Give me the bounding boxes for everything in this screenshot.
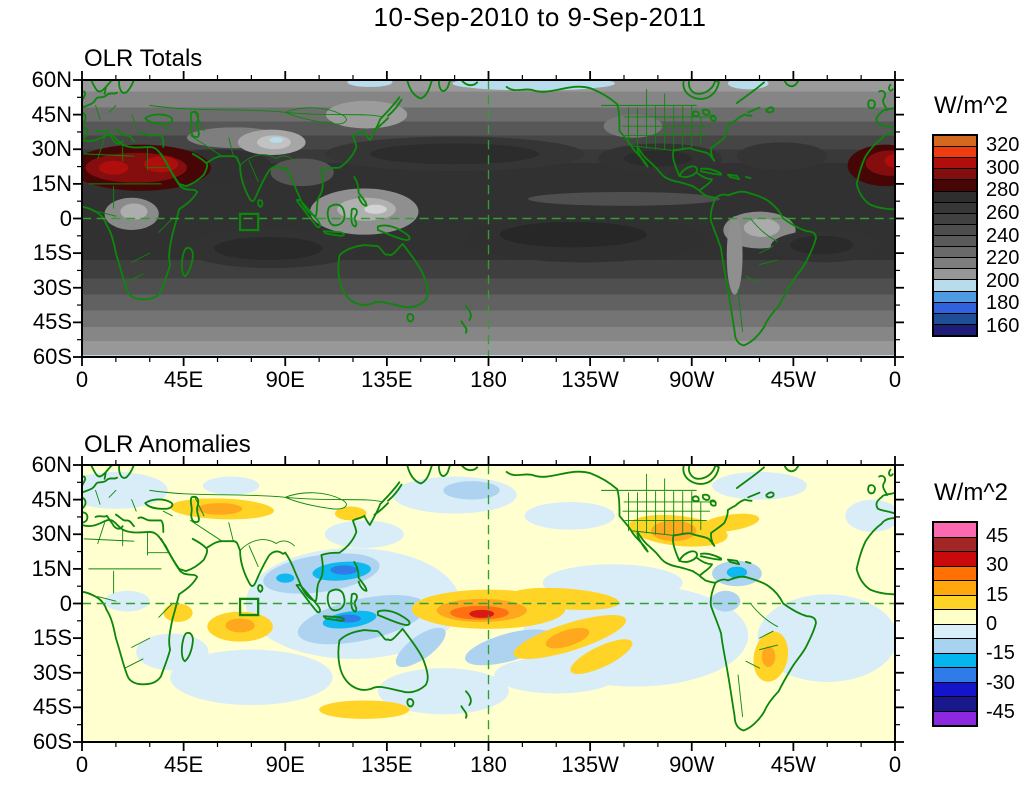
- colorbar-segment: [934, 146, 976, 158]
- colorbar-segment: [934, 565, 976, 580]
- x-tick-label: 45W: [770, 752, 816, 777]
- colorbar-segment: [934, 136, 976, 147]
- colorbar-segment: [934, 580, 976, 595]
- colorbar-tick-label: -45: [986, 701, 1015, 724]
- colorbar-tick-label: 300: [986, 156, 1020, 179]
- colorbar-segment: [934, 201, 976, 213]
- x-tick-label: 90W: [669, 752, 715, 777]
- colorbar-tick-label: -15: [986, 642, 1015, 665]
- y-tick-label: 45S: [32, 694, 72, 720]
- y-tick-label: 30N: [31, 521, 72, 547]
- colorbar-segment: [934, 179, 976, 191]
- x-tick-label: 90W: [669, 367, 715, 392]
- colorbar-tick-label: 220: [986, 247, 1020, 270]
- la-nina-positive-core: [469, 609, 495, 618]
- panel-title-totals: OLR Totals: [84, 45, 203, 72]
- colorbar-segment: [934, 623, 976, 638]
- y-tick-label: 60S: [32, 729, 72, 754]
- x-tick-label: 0: [888, 367, 902, 392]
- x-tick-label: 0: [75, 752, 89, 777]
- y-tick-label: 45N: [31, 486, 72, 512]
- colorbar-tick-label: -30: [986, 671, 1015, 694]
- colorbar-segment: [934, 246, 976, 258]
- x-tick-label: 0: [75, 367, 89, 392]
- colorbar-segment: [934, 190, 976, 202]
- colorbar-segment: [934, 667, 976, 682]
- x-tick-label: 135E: [361, 367, 413, 392]
- y-tick-label: 30S: [32, 274, 72, 300]
- colorbar-tick-label: 15: [986, 583, 1009, 606]
- x-tick-label: 180: [470, 752, 507, 777]
- x-tick-label: 135W: [561, 367, 619, 392]
- x-tick-label: 135E: [361, 752, 413, 777]
- colorbar-tick-label: 0: [986, 613, 998, 635]
- colorbar-segment: [934, 551, 976, 566]
- y-tick-label: 0: [59, 590, 72, 616]
- x-tick-label: 45E: [164, 752, 204, 777]
- y-tick-label: 15N: [31, 170, 72, 196]
- y-tick-label: 30S: [32, 659, 72, 685]
- colorbar-tick-label: 160: [986, 314, 1020, 337]
- colorbar-segment: [934, 157, 976, 169]
- y-tick-label: 60S: [32, 344, 72, 369]
- y-tick-label: 15S: [32, 240, 72, 266]
- x-tick-label: 45E: [164, 367, 204, 392]
- x-tick-label: 135W: [561, 752, 619, 777]
- colorbar-segment: [934, 212, 976, 224]
- x-tick-label: 90E: [265, 367, 305, 392]
- colorbar-units-totals: W/m^2: [934, 92, 1008, 119]
- x-tick-label: 180: [470, 367, 507, 392]
- colorbar: [932, 521, 978, 727]
- colorbar-segment: [934, 696, 976, 711]
- colorbar-tick-label: 280: [986, 179, 1020, 202]
- colorbar-tick-label: 180: [986, 292, 1020, 315]
- colorbar-segment: [934, 710, 976, 725]
- y-tick-label: 45N: [31, 101, 72, 127]
- panel-title-anomalies: OLR Anomalies: [84, 431, 251, 458]
- colorbar-tick-label: 240: [986, 224, 1020, 247]
- map-anomalies-svg: [82, 465, 895, 742]
- colorbar-segment: [934, 323, 976, 335]
- y-tick-label: 15N: [31, 555, 72, 581]
- colorbar-segment: [934, 523, 976, 537]
- y-tick-label: 0: [59, 205, 72, 231]
- y-tick-label: 60N: [31, 452, 72, 477]
- colorbar-segment: [934, 681, 976, 696]
- colorbar-segment: [934, 268, 976, 280]
- colorbar-tick-label: 260: [986, 201, 1020, 224]
- y-tick-label: 45S: [32, 309, 72, 335]
- colorbar-segment: [934, 652, 976, 667]
- colorbar-segment: [934, 279, 976, 291]
- colorbar-tick-label: 45: [986, 524, 1009, 547]
- colorbar-tick-label: 200: [986, 269, 1020, 292]
- y-tick-label: 15S: [32, 625, 72, 651]
- x-tick-label: 90E: [265, 752, 305, 777]
- colorbar-units-anomalies: W/m^2: [934, 479, 1008, 506]
- colorbar-segment: [934, 536, 976, 551]
- y-tick-label: 60N: [31, 67, 72, 92]
- colorbar-segment: [934, 609, 976, 624]
- colorbar-tick-label: 320: [986, 134, 1020, 157]
- colorbar: [932, 134, 978, 337]
- colorbar-segment: [934, 290, 976, 302]
- x-tick-label: 45W: [770, 367, 816, 392]
- colorbar-segment: [934, 223, 976, 235]
- colorbar-segment: [934, 638, 976, 653]
- y-tick-label: 30N: [31, 136, 72, 162]
- x-tick-label: 0: [888, 752, 902, 777]
- colorbar-segment: [934, 168, 976, 180]
- colorbar-segment: [934, 312, 976, 324]
- colorbar-segment: [934, 301, 976, 313]
- colorbar-tick-label: 30: [986, 554, 1009, 577]
- colorbar-segment: [934, 594, 976, 609]
- map-anomalies: [82, 465, 895, 742]
- colorbar-segment: [934, 234, 976, 247]
- colorbar-segment: [934, 257, 976, 269]
- figure-title: 10-Sep-2010 to 9-Sep-2011: [373, 2, 707, 32]
